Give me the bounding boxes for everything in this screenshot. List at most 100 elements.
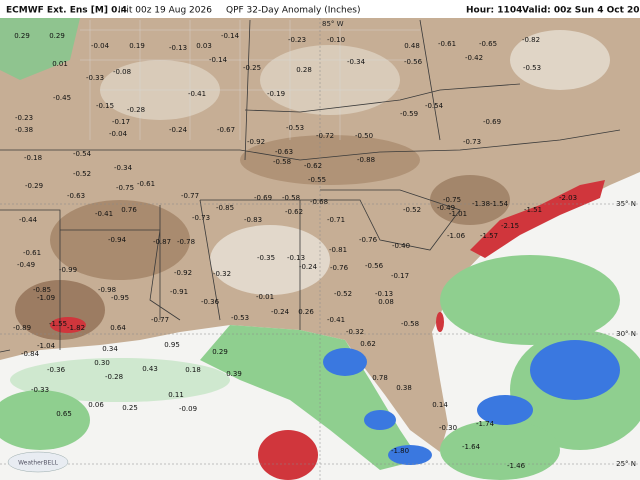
anomaly-label: -0.85 <box>216 204 234 212</box>
anomaly-label: -0.83 <box>244 216 262 224</box>
anomaly-label: 0.06 <box>88 401 104 409</box>
anomaly-label: -0.28 <box>105 373 123 381</box>
anomaly-label: -0.85 <box>33 286 51 294</box>
anomaly-label: -1.06 <box>447 232 466 240</box>
anomaly-label: -0.44 <box>19 216 38 224</box>
anomaly-label: -0.52 <box>403 206 421 214</box>
anomaly-label: -0.65 <box>479 40 497 48</box>
init-time: Init 00z 19 Aug 2026 <box>118 6 212 16</box>
anomaly-label: -0.75 <box>116 184 134 192</box>
anomaly-label: -0.13 <box>169 44 187 52</box>
anomaly-label: -1.46 <box>507 462 526 470</box>
anomaly-label: 0.64 <box>110 324 126 332</box>
anomaly-shading <box>0 180 640 480</box>
anomaly-label: -0.76 <box>330 264 349 272</box>
anomaly-label: -0.15 <box>96 102 114 110</box>
anomaly-label: -0.62 <box>304 162 322 170</box>
anomaly-label: 0.65 <box>56 410 72 418</box>
anomaly-label: -0.52 <box>334 290 352 298</box>
anomaly-label: -0.33 <box>86 74 104 82</box>
anomaly-label: -0.45 <box>53 94 71 102</box>
anomaly-label: -0.32 <box>213 270 231 278</box>
anomaly-label: -0.89 <box>13 324 31 332</box>
anomaly-label: -0.71 <box>327 216 345 224</box>
anomaly-label: -0.04 <box>91 42 110 50</box>
anomaly-label: -0.56 <box>365 262 384 270</box>
anomaly-label: -0.94 <box>108 236 127 244</box>
anomaly-label: -0.54 <box>425 102 444 110</box>
anomaly-label: -0.88 <box>357 156 375 164</box>
anomaly-label: -0.98 <box>98 286 116 294</box>
anomaly-label: -2.15 <box>501 222 519 230</box>
anomaly-label: 0.29 <box>49 32 65 40</box>
anomaly-label: 0.19 <box>129 42 145 50</box>
anomaly-label: -0.52 <box>73 170 91 178</box>
lat-label: 25° N <box>616 460 636 468</box>
anomaly-label: -0.63 <box>275 148 293 156</box>
anomaly-label: -0.75 <box>443 196 461 204</box>
model-name: ECMWF Ext. Ens [M] 0.4 <box>6 6 127 16</box>
anomaly-label: 0.11 <box>168 391 184 399</box>
anomaly-label: -2.03 <box>559 194 577 202</box>
anomaly-label: -0.58 <box>273 158 291 166</box>
state-borders <box>0 19 621 353</box>
anomaly-label: -0.25 <box>243 64 261 72</box>
anomaly-label: -0.10 <box>327 36 345 44</box>
anomaly-label: -0.08 <box>113 68 131 76</box>
anomaly-label: 0.62 <box>360 340 376 348</box>
anomaly-label: -0.35 <box>257 254 275 262</box>
lon-label: 85° W <box>322 20 344 28</box>
anomaly-label: -0.84 <box>21 350 40 358</box>
anomaly-label: -0.87 <box>153 238 171 246</box>
anomaly-label: 0.30 <box>94 359 110 367</box>
anomaly-label: -0.33 <box>31 386 49 394</box>
anomaly-label: -0.53 <box>523 64 541 72</box>
anomaly-label: -0.99 <box>59 266 77 274</box>
lat-label: 35° N <box>616 200 636 208</box>
anomaly-label: -0.58 <box>282 194 300 202</box>
ocean <box>0 172 640 480</box>
anomaly-label: -0.36 <box>201 298 220 306</box>
anomaly-label: 0.14 <box>432 401 448 409</box>
anomaly-label: 0.28 <box>296 66 312 74</box>
valid-time: Valid: 00z Sun 4 Oct 2026 <box>522 6 640 16</box>
anomaly-label: 0.18 <box>185 366 201 374</box>
anomaly-label: -0.17 <box>112 118 130 126</box>
anomaly-label: -0.17 <box>391 272 409 280</box>
anomaly-label: -0.95 <box>111 294 129 302</box>
anomaly-label: -0.69 <box>483 118 501 126</box>
anomaly-label: 0.34 <box>102 345 118 353</box>
anomaly-label: -0.73 <box>463 138 481 146</box>
anomaly-label: -0.49 <box>437 204 455 212</box>
anomaly-label: -0.62 <box>285 208 303 216</box>
anomaly-label: -1.64 <box>462 443 481 451</box>
anomaly-label: 0.26 <box>298 308 314 316</box>
anomaly-label: -0.72 <box>316 132 334 140</box>
anomaly-label: -0.56 <box>404 58 423 66</box>
anomaly-label: -0.09 <box>179 405 197 413</box>
anomaly-label: 0.01 <box>52 60 68 68</box>
anomaly-label: -0.78 <box>177 238 195 246</box>
anomaly-label: -0.58 <box>401 320 419 328</box>
anomaly-label: -0.19 <box>267 90 285 98</box>
anomaly-label: -0.34 <box>114 164 133 172</box>
anomaly-label: -1.54 <box>490 200 509 208</box>
forecast-hour: Hour: 1104 <box>466 6 522 16</box>
anomaly-label: -0.24 <box>271 308 290 316</box>
anomaly-label: -0.13 <box>287 254 305 262</box>
graticule <box>0 18 640 480</box>
anomaly-label: -0.41 <box>327 316 345 324</box>
anomaly-label: -0.41 <box>95 210 113 218</box>
anomaly-label: 0.08 <box>378 298 394 306</box>
anomaly-label: 0.39 <box>226 370 242 378</box>
anomaly-label: -0.61 <box>137 180 155 188</box>
anomaly-label: -1.80 <box>391 447 409 455</box>
anomaly-label: -0.50 <box>355 132 373 140</box>
anomaly-label: 0.38 <box>396 384 412 392</box>
anomaly-label: -0.24 <box>169 126 188 134</box>
anomaly-label: -0.69 <box>254 194 272 202</box>
anomaly-label: -0.13 <box>375 290 393 298</box>
anomaly-label: 0.76 <box>121 206 137 214</box>
anomaly-label: 0.78 <box>372 374 388 382</box>
